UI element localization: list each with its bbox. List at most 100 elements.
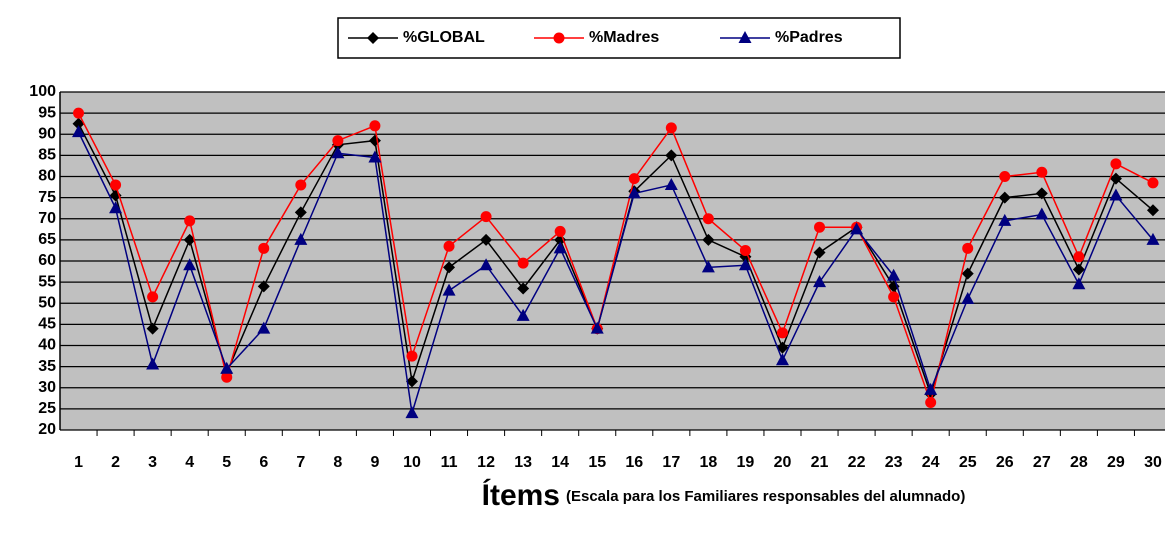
y-tick-label: 65 — [38, 231, 56, 248]
marker — [1146, 232, 1160, 245]
x-tick-label: 30 — [1144, 454, 1162, 471]
marker — [443, 261, 456, 274]
marker — [147, 291, 159, 303]
marker — [739, 244, 751, 256]
marker — [776, 327, 788, 339]
marker — [294, 206, 307, 219]
marker — [146, 357, 160, 370]
marker — [1147, 177, 1159, 189]
marker — [1035, 187, 1048, 200]
x-tick-label: 17 — [662, 454, 680, 471]
y-tick-label: 40 — [38, 337, 56, 354]
x-tick-label: 27 — [1033, 454, 1051, 471]
marker — [961, 292, 975, 305]
marker — [1072, 263, 1085, 276]
marker — [813, 246, 826, 259]
marker — [72, 117, 85, 130]
marker — [961, 267, 974, 280]
marker — [962, 242, 974, 254]
marker — [405, 375, 418, 388]
marker — [925, 397, 937, 409]
y-tick-label: 80 — [38, 168, 56, 185]
marker — [332, 135, 344, 147]
marker — [1072, 277, 1086, 290]
x-tick-label: 11 — [441, 454, 458, 471]
x-tick-label: 29 — [1107, 454, 1125, 471]
marker — [702, 233, 715, 246]
legend-label: %GLOBAL — [403, 29, 485, 46]
marker — [406, 350, 418, 362]
legend-box — [337, 17, 901, 59]
x-tick-label: 24 — [922, 454, 940, 471]
x-tick-label: 15 — [588, 454, 606, 471]
marker — [665, 149, 678, 162]
marker — [627, 186, 641, 199]
marker — [72, 125, 86, 138]
line — [77, 112, 1154, 406]
x-tick-label: 3 — [148, 454, 157, 471]
legend-marker — [367, 32, 379, 44]
x-tick-label: 4 — [185, 454, 194, 471]
marker — [554, 225, 566, 237]
marker — [109, 201, 123, 214]
x-tick-label: 21 — [811, 454, 829, 471]
y-tick-label: 70 — [38, 210, 56, 227]
x-tick-label: 26 — [996, 454, 1014, 471]
marker — [814, 221, 826, 233]
marker — [850, 222, 864, 235]
marker — [220, 361, 234, 374]
y-tick-label: 25 — [38, 400, 56, 417]
marker — [999, 171, 1011, 182]
x-tick-label: 18 — [699, 454, 717, 471]
y-tick-label: 20 — [38, 421, 56, 438]
x-axis-label: Ítems — [482, 478, 560, 512]
x-tick-label: 6 — [259, 454, 268, 471]
marker — [664, 177, 678, 190]
y-tick-label: 30 — [38, 379, 56, 396]
marker — [480, 233, 493, 246]
marker — [184, 215, 196, 227]
marker — [294, 232, 308, 245]
marker — [887, 268, 901, 281]
marker — [701, 260, 715, 273]
y-tick-label: 45 — [38, 316, 56, 333]
marker — [517, 257, 529, 269]
legend-label: %Madres — [589, 29, 659, 46]
y-tick-label: 95 — [38, 104, 56, 121]
x-tick-label: 10 — [403, 454, 421, 471]
x-axis-note: (Escala para los Familiares responsables… — [566, 488, 965, 505]
legend-marker — [738, 31, 752, 43]
marker — [73, 107, 85, 119]
marker — [442, 283, 456, 296]
marker — [110, 179, 122, 191]
legend-marker — [553, 32, 565, 44]
marker — [665, 122, 677, 134]
marker — [924, 382, 938, 395]
marker — [1036, 166, 1048, 178]
marker — [998, 213, 1012, 226]
marker — [331, 146, 345, 159]
marker — [369, 120, 381, 132]
y-tick-label: 100 — [29, 83, 56, 100]
marker — [1110, 158, 1122, 170]
marker — [1146, 204, 1159, 217]
x-tick-label: 12 — [477, 454, 495, 471]
x-tick-label: 23 — [885, 454, 903, 471]
marker — [775, 353, 789, 366]
marker — [257, 321, 271, 334]
y-tick-label: 85 — [38, 147, 56, 164]
marker — [1073, 251, 1085, 263]
y-tick-label: 55 — [38, 273, 56, 290]
marker — [257, 280, 270, 293]
marker — [702, 213, 714, 225]
x-tick-label: 22 — [848, 454, 866, 471]
marker — [516, 308, 530, 321]
x-tick-label: 8 — [333, 454, 342, 471]
x-tick-label: 20 — [774, 454, 792, 471]
marker — [146, 322, 159, 335]
y-tick-label: 90 — [38, 125, 56, 142]
x-tick-label: 14 — [551, 454, 569, 471]
marker — [517, 282, 530, 295]
marker — [221, 371, 233, 383]
